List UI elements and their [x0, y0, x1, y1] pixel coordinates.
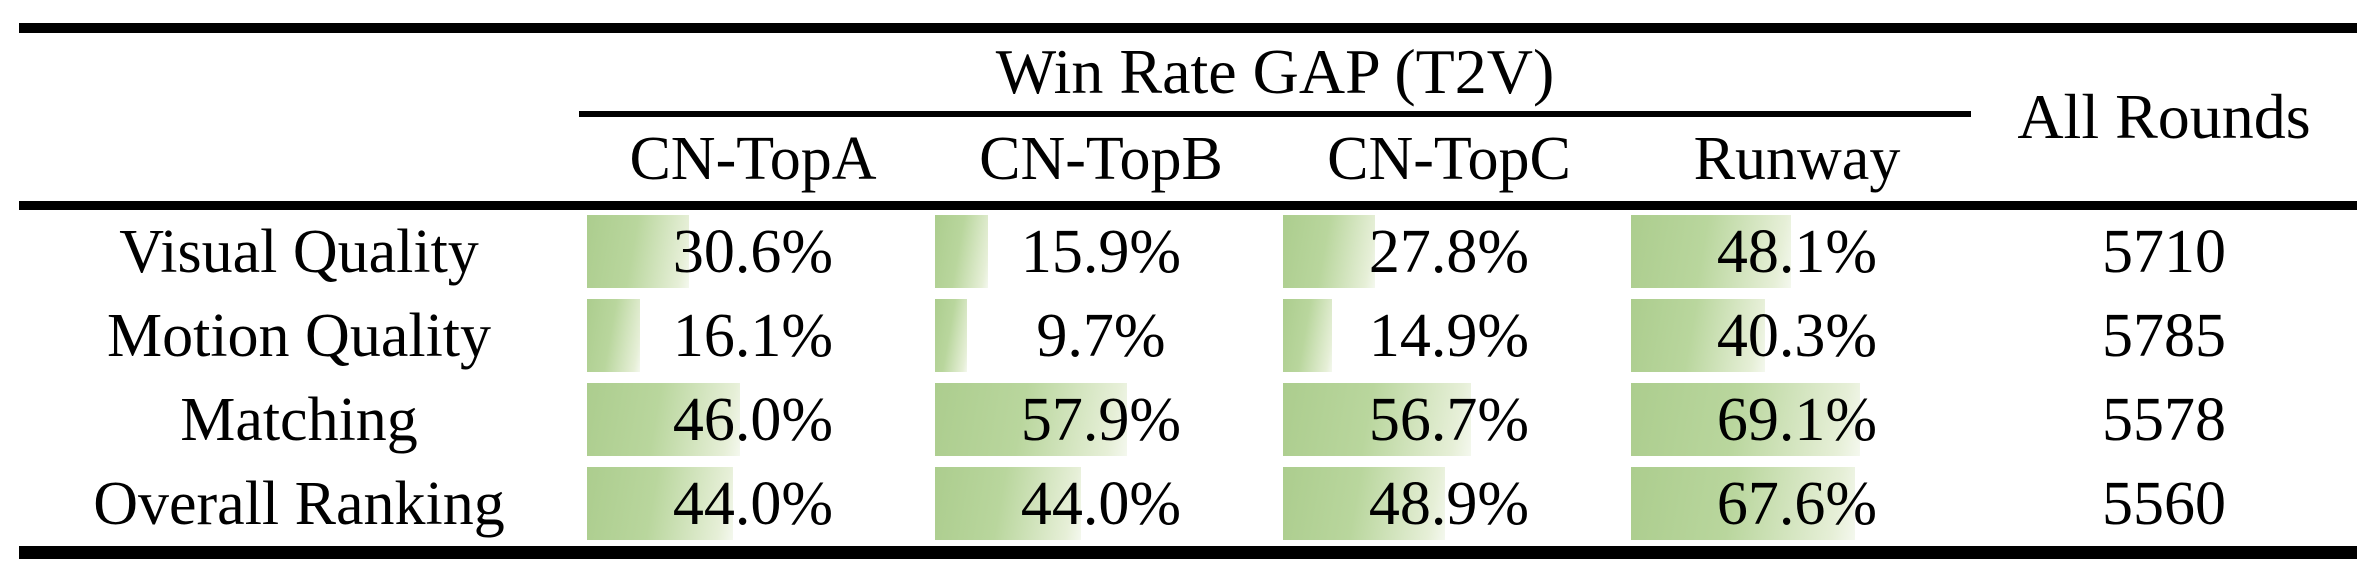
- percent-value: 67.6%: [1716, 470, 1878, 538]
- data-cell: 30.6%: [579, 210, 927, 294]
- row-label: Visual Quality: [119, 218, 479, 286]
- percent-value: 48.9%: [1368, 470, 1530, 538]
- percent-value: 9.7%: [1036, 302, 1166, 370]
- percent-value: 44.0%: [1020, 470, 1182, 538]
- win-rate-bar: [1631, 215, 1791, 288]
- column-header-all-rounds: All Rounds: [2017, 81, 2311, 152]
- percent-value: 69.1%: [1716, 386, 1878, 454]
- data-cell: 44.0%: [927, 462, 1275, 546]
- column-header-cn-topb: CN-TopB: [979, 125, 1223, 193]
- data-cell: 46.0%: [579, 378, 927, 462]
- percent-value: 40.3%: [1716, 302, 1878, 370]
- percent-value: 14.9%: [1368, 302, 1530, 370]
- win-rate-bar: [1631, 299, 1765, 372]
- percent-value: 15.9%: [1020, 218, 1182, 286]
- win-rate-bar: [1631, 467, 1856, 540]
- win-rate-bar: [935, 215, 988, 288]
- data-cell: 67.6%: [1623, 462, 1971, 546]
- percent-value: 27.8%: [1368, 218, 1530, 286]
- win-rate-bar: [935, 467, 1082, 540]
- data-cell: 16.1%: [579, 294, 927, 378]
- all-rounds-cell: 5785: [1971, 294, 2357, 378]
- data-cell: 57.9%: [927, 378, 1275, 462]
- data-cell: 14.9%: [1275, 294, 1623, 378]
- row-label: Motion Quality: [106, 302, 492, 370]
- data-cell: 48.9%: [1275, 462, 1623, 546]
- data-cell: 56.7%: [1275, 378, 1623, 462]
- win-rate-bar: [587, 467, 734, 540]
- column-header-runway: Runway: [1693, 125, 1901, 193]
- row-label: Matching: [180, 386, 418, 454]
- win-rate-bar: [1283, 383, 1472, 456]
- percent-value: 30.6%: [672, 218, 834, 286]
- table-header: Win Rate GAP (T2V) All Rounds CN-TopA CN…: [19, 33, 2357, 210]
- data-cell: 44.0%: [579, 462, 927, 546]
- table-body: Visual Quality 30.6% 15.9% 27.8% 48.1% 5…: [19, 210, 2357, 546]
- data-cell: 27.8%: [1275, 210, 1623, 294]
- win-rate-bar: [1631, 383, 1861, 456]
- win-rate-bar: [587, 299, 641, 372]
- row-label: Overall Ranking: [93, 470, 505, 538]
- win-rate-bar: [587, 383, 740, 456]
- all-rounds-cell: 5560: [1971, 462, 2357, 546]
- rounds-value: 5578: [2102, 386, 2226, 454]
- win-rate-bar: [935, 383, 1128, 456]
- win-rate-bar: [1283, 299, 1333, 372]
- data-cell: 48.1%: [1623, 210, 1971, 294]
- percent-value: 44.0%: [672, 470, 834, 538]
- win-rate-bar: [1283, 467, 1446, 540]
- column-header-cn-topa: CN-TopA: [629, 125, 877, 193]
- rounds-value: 5560: [2102, 470, 2226, 538]
- percent-value: 16.1%: [672, 302, 834, 370]
- win-rate-table: Win Rate GAP (T2V) All Rounds CN-TopA CN…: [19, 23, 2357, 559]
- data-cell: 69.1%: [1623, 378, 1971, 462]
- win-rate-bar: [587, 215, 689, 288]
- percent-value: 56.7%: [1368, 386, 1530, 454]
- all-rounds-cell: 5710: [1971, 210, 2357, 294]
- percent-value: 46.0%: [672, 386, 834, 454]
- data-cell: 40.3%: [1623, 294, 1971, 378]
- rounds-value: 5710: [2102, 218, 2226, 286]
- corner-blank-cell: [19, 33, 579, 201]
- column-header-cn-topc: CN-TopC: [1327, 125, 1571, 193]
- win-rate-bar: [935, 299, 968, 372]
- percent-value: 48.1%: [1716, 218, 1878, 286]
- data-cell: 9.7%: [927, 294, 1275, 378]
- win-rate-bar: [1283, 215, 1376, 288]
- percent-value: 57.9%: [1020, 386, 1182, 454]
- all-rounds-cell: 5578: [1971, 378, 2357, 462]
- data-cell: 15.9%: [927, 210, 1275, 294]
- group-header-win-rate-gap: Win Rate GAP (T2V): [579, 33, 1971, 117]
- rounds-value: 5785: [2102, 302, 2226, 370]
